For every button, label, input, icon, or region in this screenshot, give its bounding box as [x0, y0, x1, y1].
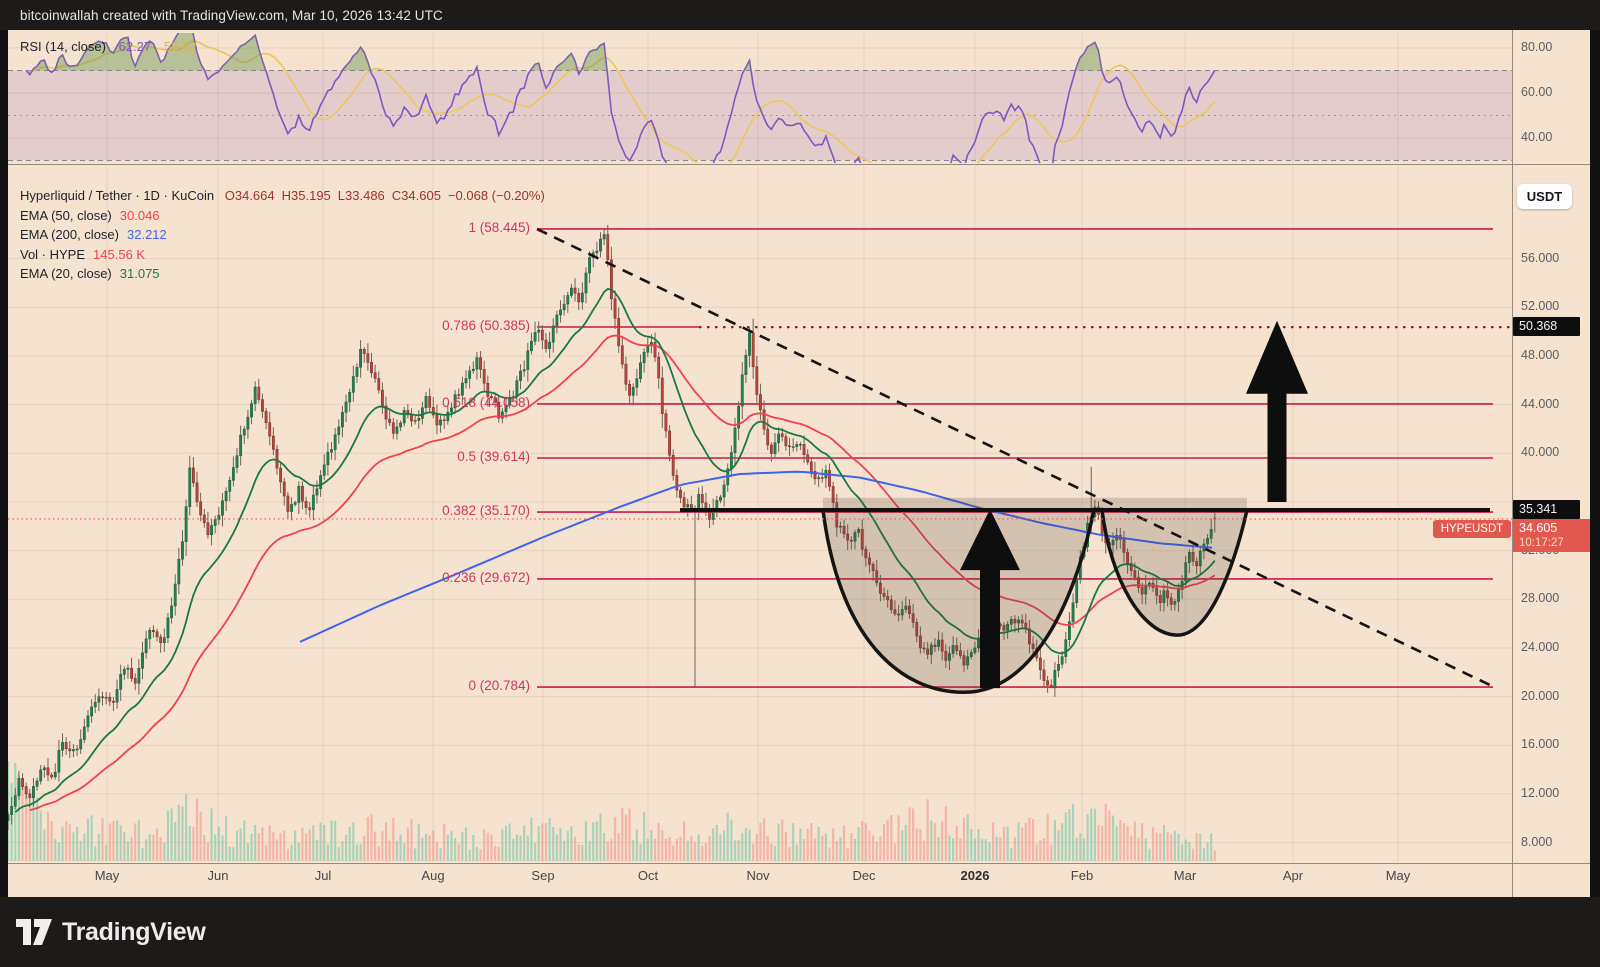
target-price-badge: 50.368	[1513, 317, 1580, 336]
ohlc-value: L33.486	[337, 188, 385, 203]
price-tick-label: 8.000	[1521, 834, 1553, 849]
ohlc-value: −0.068 (−0.20%)	[447, 188, 545, 203]
indicator-value: 32.212	[127, 227, 167, 242]
fib-level-label: 1 (58.445)	[468, 219, 530, 235]
rsi-legend: RSI (14, close) 62.27 53.62	[20, 39, 196, 54]
currency-toggle-button[interactable]: USDT	[1517, 184, 1572, 209]
ohlc-value: C34.605	[391, 188, 441, 203]
attribution-bar: bitcoinwallah created with TradingView.c…	[0, 0, 1600, 30]
time-tick-label: Jul	[314, 868, 332, 883]
price-tick-label: 12.000	[1521, 785, 1560, 800]
price-tick-label: 20.000	[1521, 688, 1560, 703]
last-price-badge: 34.605 10:17:27	[1513, 519, 1590, 552]
chart-widget-background	[8, 30, 1590, 897]
indicator-label[interactable]: EMA (20, close)	[20, 266, 112, 281]
indicator-row: EMA (20, close) 31.075	[20, 264, 559, 284]
rsi-tick-label: 60.00	[1521, 85, 1553, 99]
footer-bar: TradingView	[0, 897, 1600, 967]
time-tick-label: Feb	[1070, 868, 1094, 883]
indicator-value: 30.046	[119, 207, 160, 223]
tradingview-logo-icon[interactable]	[16, 918, 52, 946]
time-tick-label: Jun	[207, 868, 229, 883]
rsi-tick-label: 40.00	[1521, 130, 1553, 144]
fib-level-label: 0.236 (29.672)	[442, 569, 530, 585]
time-tick-label: May	[94, 868, 120, 883]
ohlc-value: O34.664	[224, 188, 275, 203]
price-tick-label: 52.000	[1521, 299, 1560, 314]
rsi-tick-label: 80.00	[1521, 40, 1553, 54]
tradingview-brand-text[interactable]: TradingView	[62, 917, 206, 946]
indicator-value: 145.56 K	[93, 246, 146, 262]
attribution-text: bitcoinwallah created with TradingView.c…	[20, 7, 443, 23]
time-tick-label: Aug	[421, 868, 445, 883]
ohlc-values: O34.664 H35.195 L33.486 C34.605 −0.068 (−0.2…	[225, 188, 552, 203]
time-tick-label: 2026	[960, 868, 990, 883]
fib-level-label: 0.786 (50.385)	[442, 317, 530, 333]
bar-countdown: 10:17:27	[1519, 537, 1564, 549]
fib-level-label: 0.5 (39.614)	[457, 448, 530, 464]
indicator-label[interactable]: EMA (200, close)	[20, 227, 119, 242]
symbol-ohlc-row: Hyperliquid / Tether · 1D · KuCoin O34.6…	[20, 186, 559, 206]
price-tick-label: 28.000	[1521, 591, 1560, 606]
rsi-ma-value: 53.62	[163, 39, 197, 54]
indicator-legend-rows: EMA (50, close) 30.046 EMA (200, close) 32.…	[20, 206, 559, 284]
price-tick-label: 16.000	[1521, 737, 1560, 752]
indicator-row: Vol · HYPE 145.56 K	[20, 245, 559, 265]
price-tick-label: 44.000	[1521, 396, 1560, 411]
indicator-label[interactable]: Vol · HYPE	[20, 246, 86, 262]
price-scale-border	[1512, 30, 1513, 897]
time-tick-label: Sep	[531, 868, 555, 883]
time-tick-label: Dec	[852, 868, 876, 883]
symbol-title[interactable]: Hyperliquid / Tether · 1D · KuCoin	[20, 188, 215, 203]
fib-level-label: 0.618 (44.058)	[442, 394, 530, 410]
price-tick-label: 56.000	[1521, 250, 1560, 265]
fib-level-label: 0 (20.784)	[468, 678, 530, 694]
price-tick-label: 24.000	[1521, 639, 1560, 654]
time-scale-border	[8, 863, 1590, 864]
time-tick-label: May	[1385, 868, 1411, 883]
time-tick-label: Mar	[1173, 868, 1197, 883]
panel-separator[interactable]	[8, 164, 1590, 165]
rsi-legend-label: RSI (14, close)	[20, 39, 106, 54]
indicator-row: EMA (50, close) 30.046	[20, 206, 559, 226]
indicator-row: EMA (200, close) 32.212	[20, 225, 559, 245]
fib-level-label: 0.382 (35.170)	[442, 503, 530, 519]
indicator-value: 31.075	[119, 266, 160, 281]
rsi-value: 62.27	[118, 39, 152, 54]
time-tick-label: Oct	[637, 868, 659, 883]
symbol-tag-badge: HYPEUSDT	[1433, 520, 1511, 538]
price-tick-label: 48.000	[1521, 347, 1560, 362]
price-tick-label: 40.000	[1521, 445, 1560, 460]
time-tick-label: Apr	[1282, 868, 1304, 883]
last-price-value: 34.605	[1519, 521, 1558, 535]
time-tick-label: Nov	[746, 868, 770, 883]
neckline-price-badge: 35.341	[1513, 500, 1580, 519]
indicator-label[interactable]: EMA (50, close)	[20, 207, 112, 223]
symbol-legend: Hyperliquid / Tether · 1D · KuCoin O34.6…	[20, 186, 559, 284]
ohlc-value: H35.195	[281, 188, 331, 203]
